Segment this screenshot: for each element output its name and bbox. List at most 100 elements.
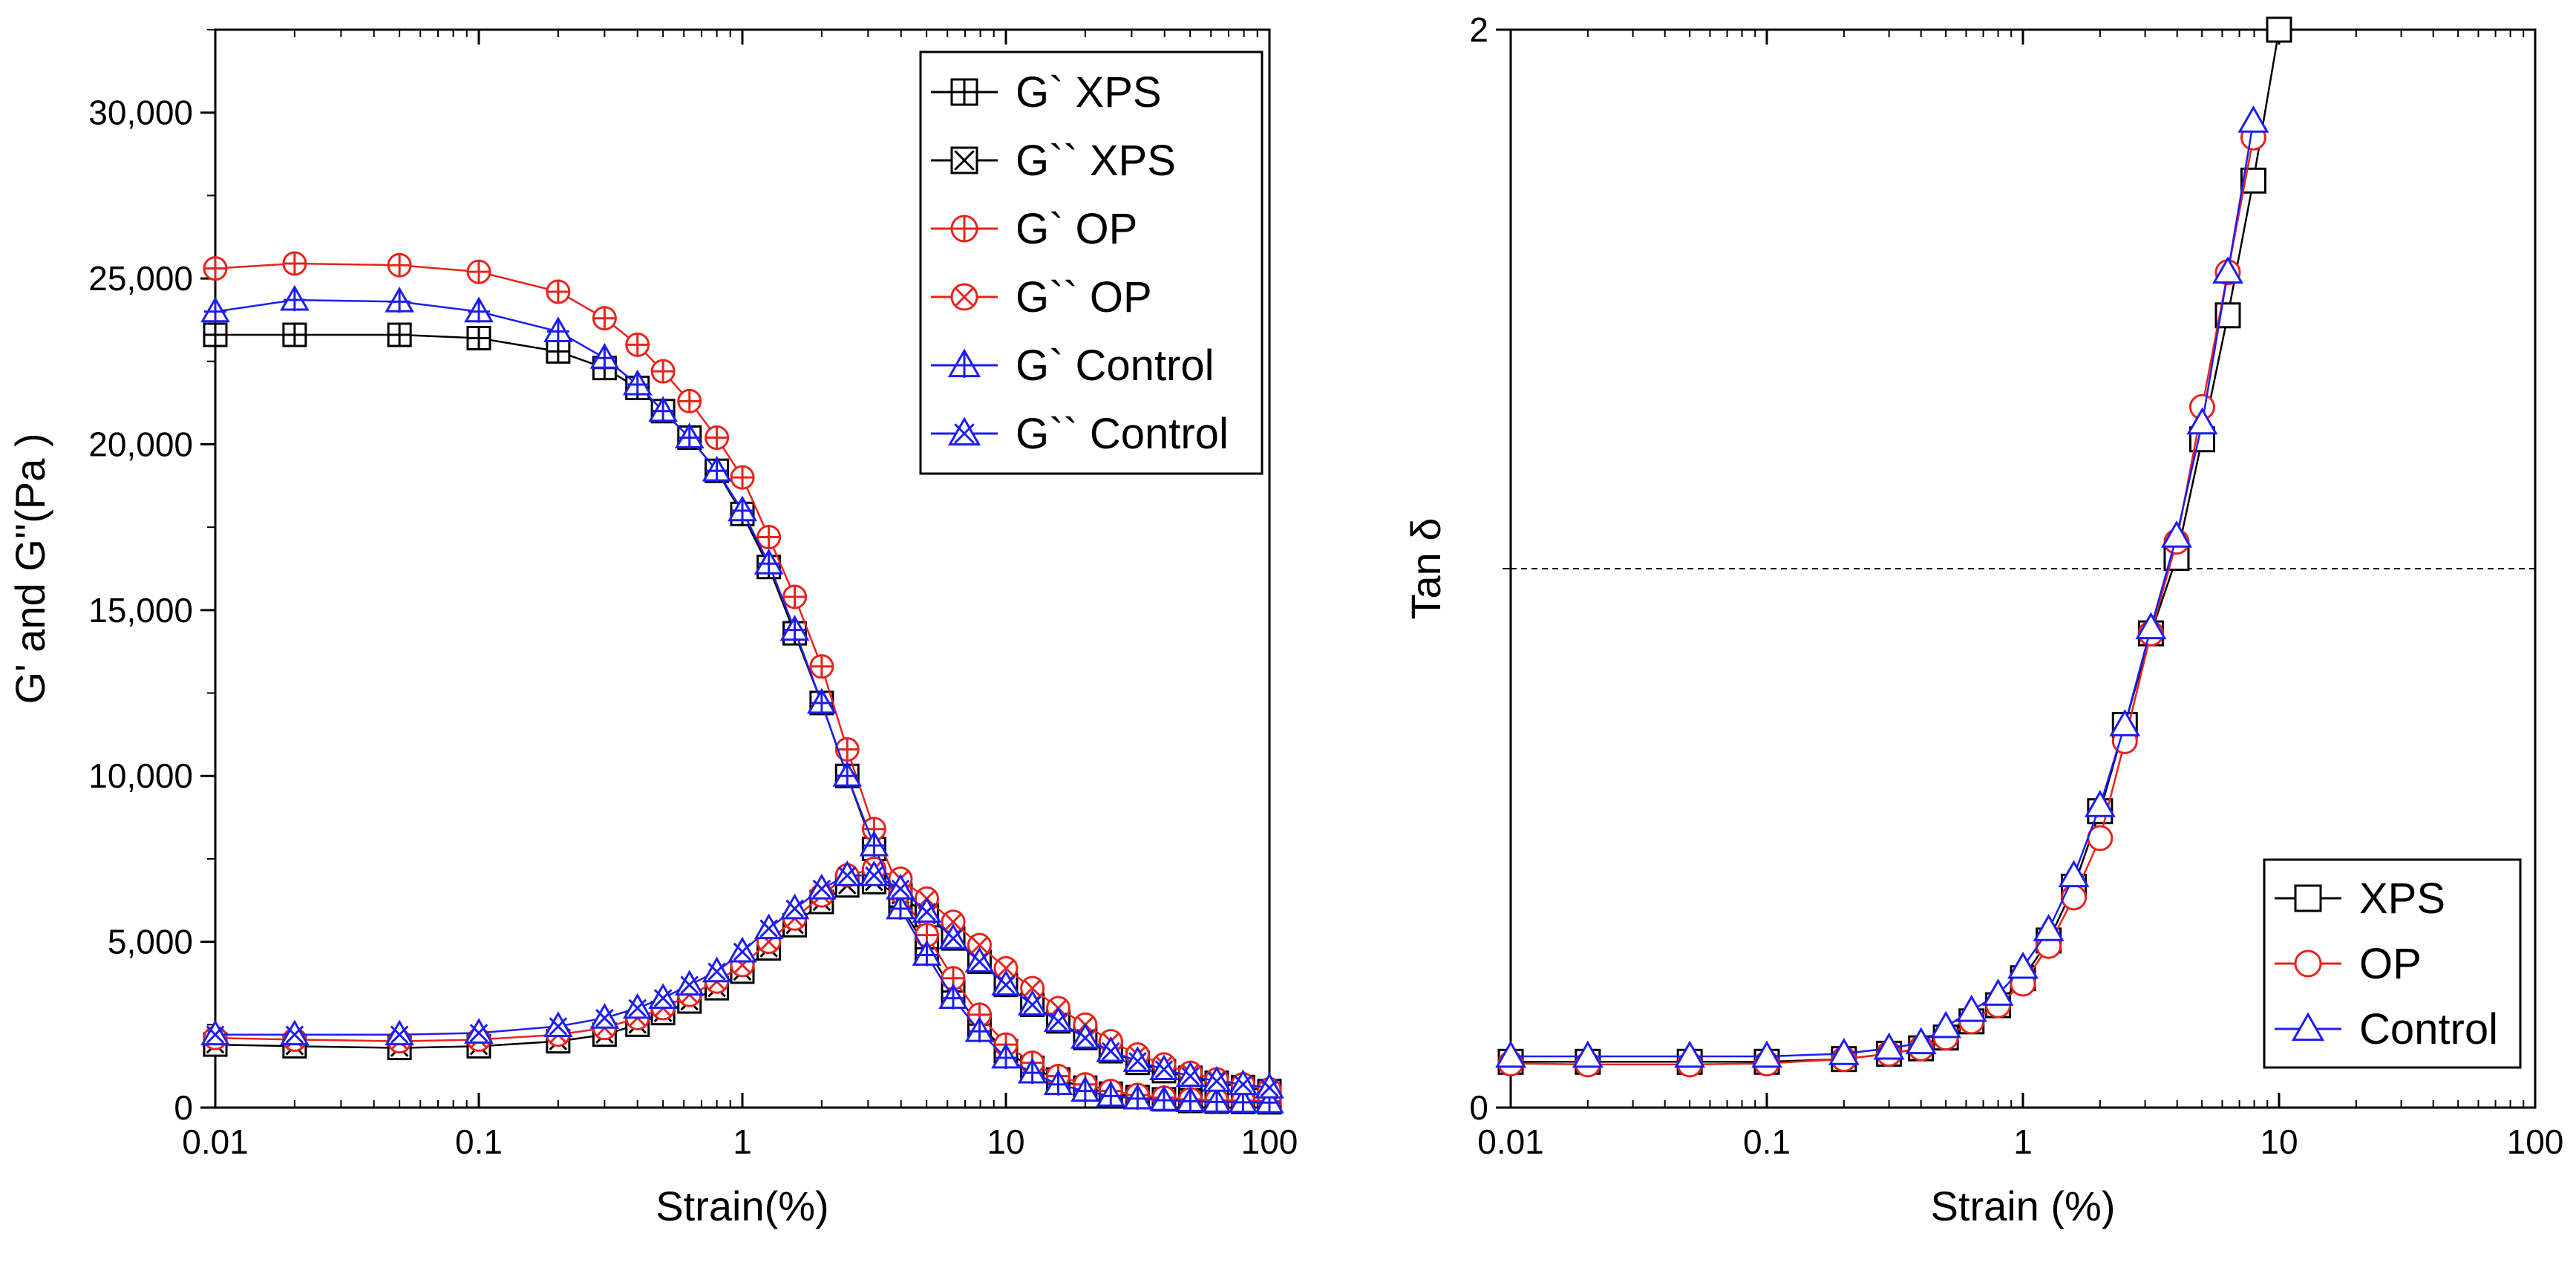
- data-point: [650, 359, 676, 384]
- data-point: [728, 936, 757, 963]
- data-point: [2061, 884, 2088, 911]
- data-point: [589, 343, 620, 370]
- legend-marker: [947, 416, 981, 446]
- data-point-mark-d2: [865, 866, 883, 885]
- data-point: [203, 322, 228, 347]
- data-point: [2237, 105, 2269, 133]
- data-point-shape: [832, 860, 863, 886]
- data-point-mark-d2: [628, 998, 647, 1018]
- data-point: [1255, 1088, 1284, 1114]
- data-point: [387, 322, 412, 347]
- data-point: [779, 615, 810, 641]
- data-point-mark-d2: [996, 975, 1016, 995]
- data-point: [648, 983, 678, 1010]
- data-point-shape: [589, 1003, 620, 1029]
- data-point: [1043, 1006, 1073, 1033]
- legend-item: G`` Control: [931, 410, 1229, 458]
- data-point: [1930, 1010, 1962, 1039]
- data-point: [809, 654, 834, 679]
- data-point: [1202, 1065, 1232, 1092]
- data-point: [2186, 407, 2218, 435]
- data-point: [886, 893, 915, 920]
- data-point: [1982, 978, 2014, 1006]
- data-point: [2058, 860, 2090, 888]
- data-point: [859, 830, 889, 857]
- data-point: [200, 296, 230, 323]
- data-point: [282, 251, 307, 276]
- series-control: [1495, 105, 2269, 1068]
- legend-label: G`` Control: [1016, 410, 1229, 458]
- data-point: [1122, 1083, 1153, 1110]
- data-point: [964, 947, 995, 972]
- data-point: [1495, 1040, 1526, 1068]
- data-point-mark-d2: [918, 903, 936, 921]
- legend-item: G`` XPS: [931, 137, 1176, 185]
- data-point-shape: [464, 1018, 494, 1044]
- data-point: [1828, 1037, 1860, 1065]
- x-tick-label: 10: [2260, 1122, 2298, 1161]
- data-point-shape: [2135, 612, 2167, 640]
- y-tick-label: 10,000: [88, 756, 193, 795]
- data-point-shape: [2212, 256, 2243, 284]
- data-point-shape: [938, 923, 968, 949]
- x-tick-label: 0.01: [1477, 1122, 1544, 1161]
- data-point-mark-d2: [970, 935, 989, 955]
- data-point: [1228, 1069, 1258, 1096]
- data-point-mark-d2: [891, 879, 910, 898]
- y-tick-label: 20,000: [88, 425, 193, 463]
- x-tick-label: 100: [2507, 1122, 2564, 1161]
- data-point-shape: [280, 1019, 310, 1046]
- data-point: [1096, 1081, 1126, 1108]
- legend-item: G` Control: [931, 341, 1215, 390]
- data-point-shape: [859, 860, 889, 886]
- data-point-shape: [1255, 1072, 1284, 1099]
- legend: XPS OP Control: [2263, 858, 2522, 1069]
- data-point: [589, 1003, 620, 1029]
- legend-label: XPS: [2359, 875, 2445, 923]
- data-point-shape: [2160, 520, 2192, 548]
- data-point-shape: [2266, 16, 2292, 43]
- data-point-shape: [1495, 1040, 1526, 1068]
- legend-item: XPS: [2275, 875, 2445, 923]
- data-point: [1175, 1086, 1206, 1113]
- data-point-shape: [886, 873, 915, 900]
- data-point: [991, 1042, 1021, 1069]
- series-g-control: [200, 860, 1284, 1099]
- data-point-mark-d2: [1128, 1052, 1147, 1070]
- data-point: [282, 322, 307, 347]
- data-point-mark-d2: [206, 1025, 225, 1045]
- x-tick-label: 1: [733, 1122, 752, 1161]
- legend-marker-shape: [947, 416, 981, 446]
- data-point: [203, 256, 228, 281]
- data-point-shape: [1572, 1040, 1604, 1068]
- legend-marker-mark-d2: [954, 287, 975, 307]
- data-point: [753, 549, 784, 575]
- data-point: [385, 1019, 414, 1046]
- data-point-shape: [1828, 1037, 1860, 1065]
- y-axis-title: G' and G''(Pa ): [7, 433, 53, 704]
- data-point-mark-d2: [970, 952, 989, 971]
- data-point: [622, 993, 653, 1019]
- data-point-mark-d2: [469, 1024, 488, 1042]
- data-point-shape: [1751, 1040, 1782, 1068]
- legend: G` XPS G`` XPS G` OP G`` OP G` Control G`` Co…: [919, 50, 1264, 475]
- x-axis-ticks: 0.01 0.1 1 10 100: [1477, 30, 2563, 1161]
- data-point: [1017, 1057, 1047, 1085]
- data-point: [1255, 1072, 1284, 1099]
- legend-label: G` Control: [1016, 341, 1215, 390]
- data-point-mark-d2: [812, 879, 831, 898]
- data-point: [756, 525, 782, 550]
- data-point: [622, 369, 653, 396]
- data-point: [807, 687, 837, 714]
- y-tick-label: 0: [1469, 1088, 1488, 1127]
- data-point: [964, 1016, 995, 1043]
- data-point: [807, 873, 837, 900]
- data-point: [2109, 709, 2141, 736]
- x-tick-label: 100: [1241, 1122, 1298, 1161]
- x-tick-label: 0.1: [455, 1122, 503, 1161]
- y-tick-label: 2: [1469, 10, 1488, 49]
- legend-label: G`` XPS: [1016, 137, 1176, 185]
- data-point-shape: [2061, 884, 2088, 911]
- data-point-shape: [1175, 1061, 1206, 1087]
- data-point: [1955, 994, 1987, 1022]
